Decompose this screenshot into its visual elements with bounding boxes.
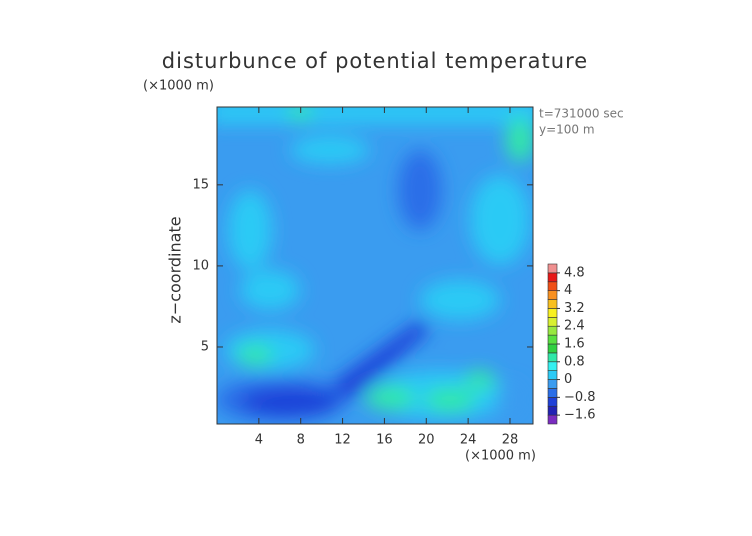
- x-tick-label: 20: [418, 433, 435, 448]
- colorbar-swatch: [547, 361, 558, 371]
- colorbar-label: 1.6: [564, 337, 585, 352]
- y-unit: (×1000 m): [143, 79, 214, 94]
- colorbar-swatch: [547, 281, 558, 291]
- y-tick-label: 15: [192, 177, 209, 192]
- colorbar-label: −0.8: [564, 390, 596, 405]
- colorbar-label: 0: [564, 372, 572, 387]
- y-tick-label: 5: [201, 339, 209, 354]
- colorbar-swatch: [547, 370, 558, 380]
- x-tick-label: 4: [255, 433, 263, 448]
- colorbar-swatch: [547, 388, 558, 398]
- colorbar-label: 0.8: [564, 354, 585, 369]
- colorbar-swatch: [547, 414, 558, 425]
- x-tick-label: 24: [460, 433, 477, 448]
- colorbar-swatch: [547, 299, 558, 309]
- x-tick-label: 16: [376, 433, 393, 448]
- x-tick-label: 28: [502, 433, 519, 448]
- colorbar-label: 4: [564, 283, 572, 298]
- colorbar-label: 2.4: [564, 319, 585, 334]
- colorbar-swatch: [547, 263, 558, 274]
- y-axis-label: z−coordinate: [166, 216, 185, 323]
- colorbar-swatch: [547, 325, 558, 336]
- contour-field: [217, 107, 533, 424]
- colorbar-swatch: [547, 352, 558, 363]
- colorbar-swatch: [547, 308, 558, 318]
- colorbar-swatch: [547, 397, 558, 407]
- annotation: t=731000 sec: [539, 107, 624, 121]
- colorbar-swatch: [547, 379, 558, 389]
- colorbar-swatch: [547, 317, 558, 327]
- colorbar-label: −1.6: [564, 408, 596, 423]
- colorbar-swatch: [547, 290, 558, 300]
- x-unit: (×1000 m): [465, 449, 536, 464]
- colorbar-label: 4.8: [564, 265, 585, 280]
- x-tick-label: 8: [297, 433, 305, 448]
- chart-title: disturbunce of potential temperature: [162, 49, 588, 73]
- y-tick-label: 10: [192, 258, 209, 273]
- colorbar-swatch: [547, 334, 558, 345]
- annotation: y=100 m: [539, 123, 595, 137]
- x-tick-label: 12: [334, 433, 351, 448]
- colorbar-label: 3.2: [564, 301, 585, 316]
- colorbar-swatch: [547, 405, 558, 416]
- colorbar-swatch: [547, 272, 558, 283]
- colorbar-swatch: [547, 343, 558, 354]
